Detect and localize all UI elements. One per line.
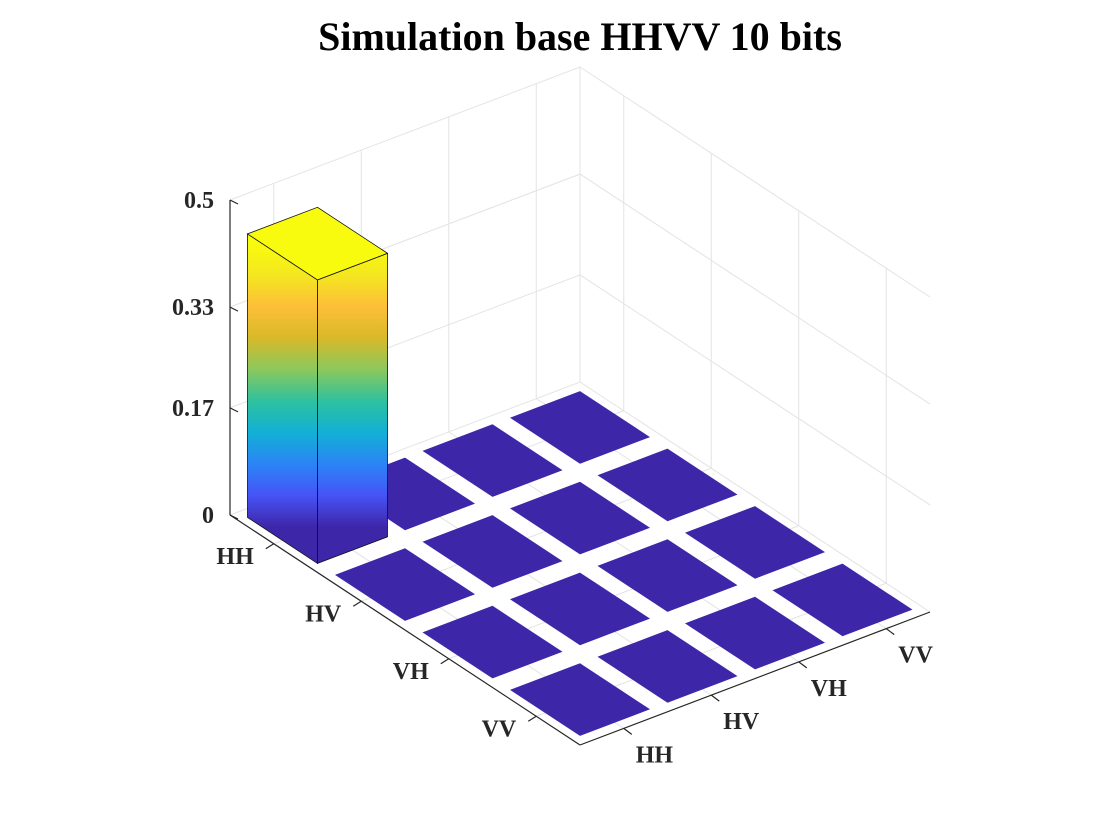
row-tick-label-3: VV xyxy=(482,716,517,742)
bar-HH-VV xyxy=(510,391,650,464)
row-tick-label-1: HV xyxy=(305,601,342,627)
row-tick-1 xyxy=(352,600,362,607)
row-tick-label-0: HH xyxy=(216,544,254,570)
bar-floor-tile xyxy=(510,663,650,736)
bar-VV-VH xyxy=(685,596,825,670)
col-tick-label-0: HH xyxy=(636,742,674,768)
col-tick-2 xyxy=(798,661,808,669)
bar-VH-VV xyxy=(685,506,825,579)
bar-floor-tile xyxy=(685,506,825,579)
bar-floor-tile xyxy=(772,563,913,637)
bar-floor-tile xyxy=(422,424,563,497)
chart-title: Simulation base HHVV 10 bits xyxy=(318,14,842,59)
bar-floor-tile xyxy=(510,391,650,464)
labels-layer: 0 0.17 0.33 0.5 HH HV VH VV HH HV VH VV xyxy=(172,188,934,768)
bar-VV-VV xyxy=(772,563,913,637)
z-tick-label-2: 0.33 xyxy=(172,295,214,321)
z-tick-2 xyxy=(229,306,239,312)
bar-HV-HH xyxy=(335,548,475,621)
bar-floor-tile xyxy=(597,448,738,522)
bar-left-face xyxy=(247,233,318,565)
bar-floor-tile xyxy=(597,630,738,703)
row-tick-2 xyxy=(440,658,450,665)
bar-HV-VV xyxy=(597,448,738,522)
row-tick-label-2: VH xyxy=(393,659,429,685)
row-tick-3 xyxy=(527,715,537,722)
bar-VH-VH xyxy=(597,539,738,612)
bar-HH-VH xyxy=(422,424,563,497)
bar-floor-tile xyxy=(335,548,475,621)
col-axis-line xyxy=(579,611,931,746)
bar-HV-VH xyxy=(510,481,650,555)
bar-VV-HV xyxy=(597,630,738,703)
z-tick-1 xyxy=(229,407,239,413)
col-tick-3 xyxy=(885,628,895,636)
bar-top-face xyxy=(246,206,389,281)
row-axis-line xyxy=(229,514,581,746)
bar-VV-HH xyxy=(510,663,650,736)
bar-floor-tile xyxy=(685,596,825,670)
bar-VH-HH xyxy=(422,605,563,679)
row-tick-0 xyxy=(265,543,275,550)
col-tick-label-3: VV xyxy=(898,643,933,669)
z-tick-label-0: 0 xyxy=(202,503,214,529)
bar-floor-tile xyxy=(510,572,650,646)
bar-HH-HH xyxy=(246,206,389,565)
axes-layer xyxy=(229,199,931,746)
bar-floor-tile xyxy=(422,515,563,588)
z-tick-0 xyxy=(229,514,239,520)
col-tick-1 xyxy=(710,694,720,702)
bar-VH-HV xyxy=(510,572,650,646)
bar-floor-tile xyxy=(510,481,650,555)
col-tick-0 xyxy=(623,727,633,735)
z-tick-label-3: 0.5 xyxy=(184,188,214,214)
bar-right-face xyxy=(317,252,388,564)
bar-floor-tile xyxy=(597,539,738,612)
bars-layer xyxy=(246,206,913,736)
bar-HV-HV xyxy=(422,515,563,588)
bar-floor-tile xyxy=(422,605,563,679)
z-tick-3 xyxy=(229,199,239,205)
col-tick-label-1: HV xyxy=(723,709,760,735)
z-tick-label-1: 0.17 xyxy=(172,396,214,422)
col-tick-label-2: VH xyxy=(811,676,847,702)
